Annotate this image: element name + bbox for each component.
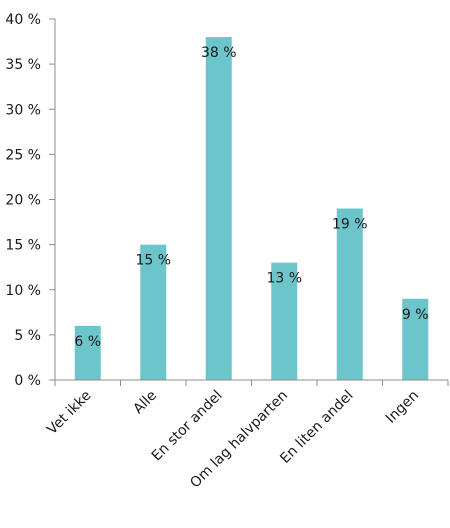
- category-label: Ingen: [383, 388, 422, 427]
- y-tick-label: 5 %: [14, 328, 41, 344]
- y-tick-label: 0 %: [14, 373, 41, 389]
- category-label: Alle: [130, 388, 160, 418]
- data-label: 9 %: [402, 307, 429, 323]
- data-label: 13 %: [266, 271, 302, 287]
- y-axis: 0 % 5 % 10 % 15 % 20 % 25 % 30 % 35 % 40 %: [5, 12, 56, 389]
- category-label: Vet ikke: [44, 388, 94, 438]
- data-label: 15 %: [135, 253, 171, 269]
- bar: [140, 244, 167, 380]
- bar: [402, 298, 429, 380]
- data-label: 6 %: [74, 334, 101, 350]
- bar: [271, 262, 298, 380]
- y-tick-label: 40 %: [5, 12, 41, 28]
- y-tick-label: 20 %: [5, 193, 41, 209]
- data-label: 19 %: [332, 217, 368, 233]
- y-tick-label: 10 %: [5, 283, 41, 299]
- y-tick-label: 35 %: [5, 57, 41, 73]
- y-tick-label: 30 %: [5, 102, 41, 118]
- bar: [205, 37, 232, 381]
- bars: 6 % 15 % 38 % 13 % 19 % 9 %: [74, 37, 429, 381]
- bar: [74, 325, 101, 380]
- data-label: 38 %: [201, 45, 237, 61]
- y-tick-label: 25 %: [5, 147, 41, 163]
- y-tick-label: 15 %: [5, 238, 41, 254]
- bar: [336, 208, 363, 380]
